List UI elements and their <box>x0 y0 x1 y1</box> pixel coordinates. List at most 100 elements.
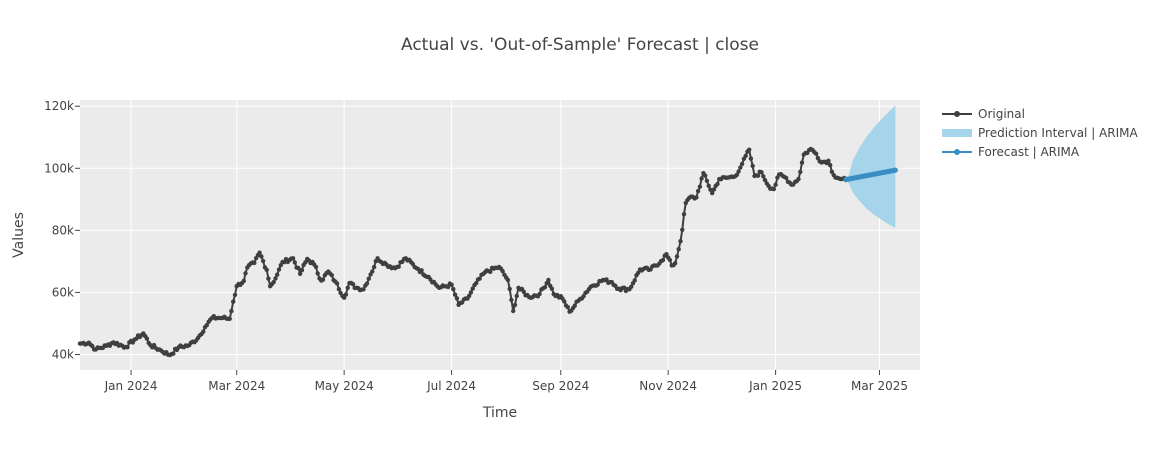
original-point-107 <box>266 276 271 281</box>
original-point-245 <box>509 297 514 303</box>
original-point-339 <box>674 254 680 259</box>
original-point-122 <box>292 260 297 265</box>
y-tick-label-1: 60k <box>52 285 74 299</box>
prediction-interval-area <box>847 105 896 228</box>
original-series <box>77 146 849 358</box>
original-point-358 <box>708 187 713 192</box>
original-point-72 <box>204 323 209 328</box>
original-point-352 <box>697 184 703 189</box>
x-tick-label-4: Sep 2024 <box>532 379 589 393</box>
original-point-418 <box>813 151 819 156</box>
original-point-113 <box>276 267 282 272</box>
original-point-163 <box>364 281 370 286</box>
original-point-333 <box>664 252 669 257</box>
original-point-268 <box>549 286 555 291</box>
original-point-86 <box>229 308 234 314</box>
original-point-214 <box>454 296 460 301</box>
original-point-275 <box>562 299 567 304</box>
original-point-166 <box>370 269 375 274</box>
original-point-381 <box>748 156 754 161</box>
original-point-112 <box>275 272 280 277</box>
original-point-88 <box>232 292 238 298</box>
original-point-294 <box>595 282 600 287</box>
original-point-331 <box>660 258 666 263</box>
original-point-134 <box>313 264 319 270</box>
forecast-series <box>843 167 898 182</box>
original-point-240 <box>500 268 505 274</box>
original-point-342 <box>680 227 685 232</box>
original-point-378 <box>743 153 748 158</box>
original-point-350 <box>694 195 699 200</box>
original-point-124 <box>296 265 301 271</box>
x-axis-title: Time <box>482 405 517 421</box>
original-point-70 <box>201 329 206 334</box>
original-point-104 <box>260 258 266 264</box>
original-point-27 <box>125 345 130 350</box>
original-point-222 <box>468 290 474 295</box>
original-point-299 <box>604 277 609 282</box>
original-point-38 <box>144 336 150 341</box>
original-point-209 <box>445 284 451 290</box>
original-point-427 <box>829 169 835 174</box>
original-point-425 <box>826 158 831 163</box>
original-point-389 <box>762 177 768 183</box>
original-point-213 <box>452 292 458 297</box>
original-point-252 <box>521 289 526 294</box>
original-point-351 <box>695 188 701 194</box>
y-tick-label-2: 80k <box>52 223 74 237</box>
original-point-99 <box>252 260 257 266</box>
original-point-87 <box>231 299 236 304</box>
original-point-110 <box>271 279 276 285</box>
original-point-343 <box>681 212 687 217</box>
original-point-225 <box>474 280 479 286</box>
original-point-409 <box>798 169 803 175</box>
legend: Original Prediction Interval | ARIMA Forec… <box>942 107 1138 159</box>
original-point-375 <box>738 165 743 170</box>
legend-marker-forecast <box>954 149 960 155</box>
forecast-point-28 <box>892 167 898 173</box>
original-point-401 <box>784 175 789 181</box>
x-tick-label-5: Nov 2024 <box>639 379 697 393</box>
original-point-151 <box>343 292 349 297</box>
original-point-102 <box>257 250 262 255</box>
original-point-128 <box>303 260 308 265</box>
original-point-286 <box>581 294 586 299</box>
original-point-373 <box>734 172 740 177</box>
original-point-161 <box>361 287 366 292</box>
original-point-362 <box>715 181 720 187</box>
original-point-387 <box>759 170 764 175</box>
y-axis-title: Values <box>11 212 27 258</box>
original-point-143 <box>329 273 334 278</box>
original-point-374 <box>736 169 741 174</box>
original-point-221 <box>467 293 472 298</box>
original-point-244 <box>507 286 512 292</box>
original-point-155 <box>350 282 356 287</box>
original-point-111 <box>273 276 278 281</box>
plot-background <box>80 100 920 370</box>
original-point-266 <box>546 277 551 283</box>
original-point-357 <box>706 183 711 188</box>
original-point-243 <box>505 277 511 283</box>
x-tick-label-0: Jan 2024 <box>104 379 158 393</box>
original-point-223 <box>470 286 475 291</box>
original-point-121 <box>290 256 296 261</box>
original-point-426 <box>828 162 833 168</box>
y-tick-label-3: 100k <box>44 161 74 175</box>
original-point-94 <box>243 271 248 276</box>
original-point-53 <box>171 351 176 356</box>
original-point-394 <box>771 186 776 192</box>
chart-title: Actual vs. 'Out-of-Sample' Forecast | cl… <box>401 35 759 55</box>
original-point-181 <box>396 264 401 269</box>
y-axis-ticks: 40k 60k 80k 100k 120k <box>44 99 80 361</box>
original-point-103 <box>259 254 264 259</box>
original-point-147 <box>336 287 342 292</box>
original-point-359 <box>710 190 715 196</box>
original-point-315 <box>632 278 637 283</box>
original-point-126 <box>299 268 305 273</box>
original-point-385 <box>755 173 761 178</box>
original-point-125 <box>297 271 303 276</box>
original-point-85 <box>227 316 232 321</box>
legend-label-1: Prediction Interval | ARIMA <box>978 126 1138 140</box>
legend-symbol-interval <box>942 129 972 137</box>
